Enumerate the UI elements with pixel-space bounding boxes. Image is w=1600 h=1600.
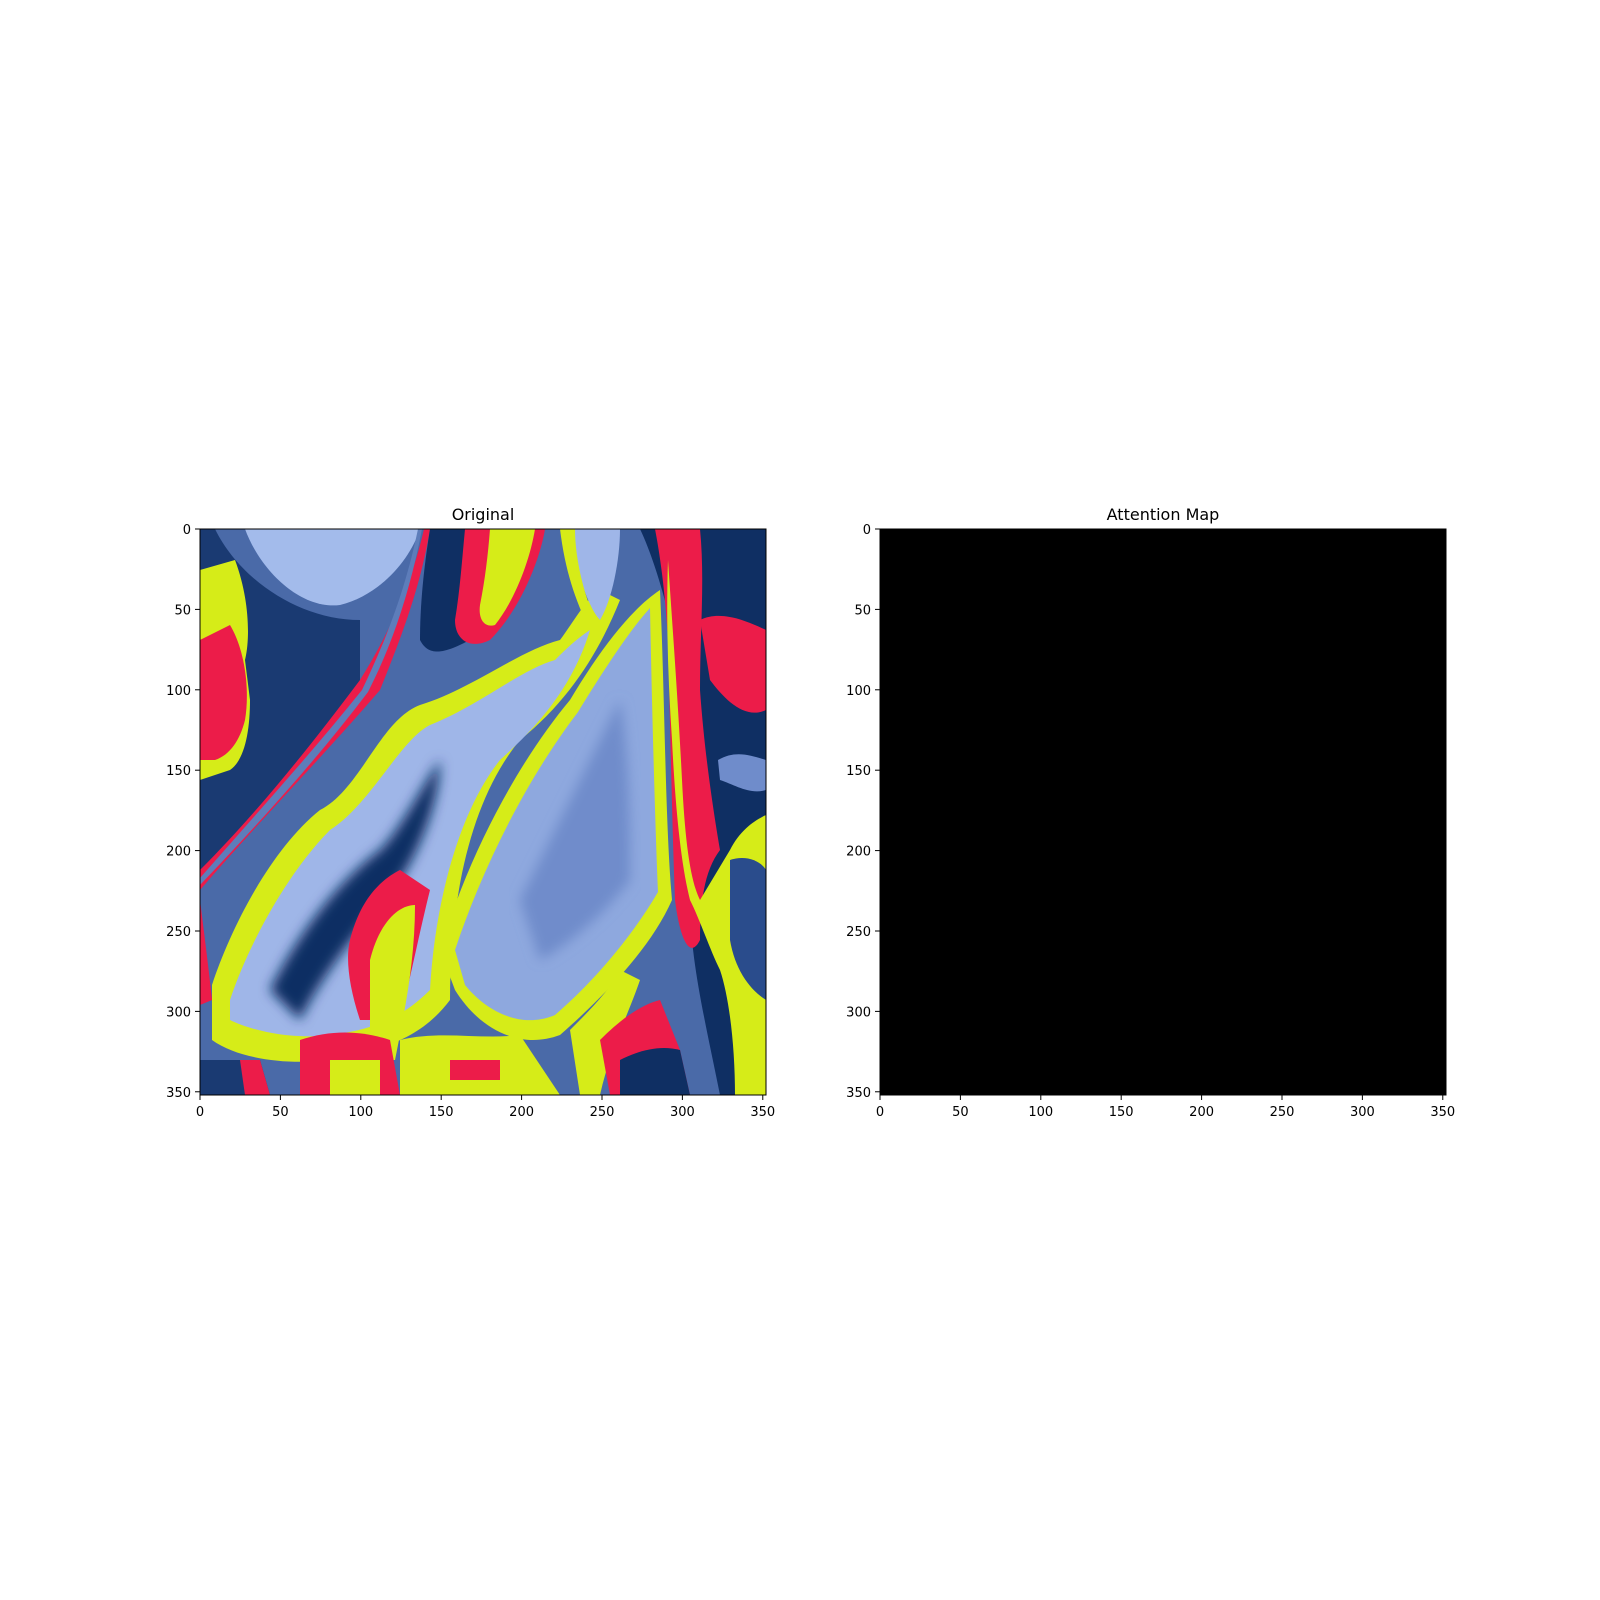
x-tick-label: 300 (1350, 1105, 1375, 1120)
x-tick-label: 150 (1109, 1105, 1134, 1120)
attention-y-axis: 0 50 100 150 200 250 300 350 (846, 523, 880, 1101)
x-tick-label: 200 (509, 1105, 534, 1120)
original-x-axis: 0 50 100 150 200 250 300 350 (196, 1095, 775, 1120)
y-tick-label: 300 (846, 1005, 871, 1020)
x-tick-label: 0 (196, 1105, 204, 1120)
x-tick-label: 50 (272, 1105, 289, 1120)
attention-frame (879, 528, 1447, 1096)
panel-title-attention-map: Attention Map (1107, 505, 1220, 524)
original-y-axis: 0 50 100 150 200 250 300 350 (166, 523, 200, 1101)
y-tick-label: 350 (166, 1086, 191, 1101)
x-tick-label: 350 (750, 1105, 775, 1120)
y-tick-label: 300 (166, 1005, 191, 1020)
attention-x-axis: 0 50 100 150 200 250 300 350 (876, 1095, 1455, 1120)
y-tick-label: 200 (166, 845, 191, 860)
x-tick-label: 100 (348, 1105, 373, 1120)
y-tick-label: 200 (846, 845, 871, 860)
x-tick-label: 50 (952, 1105, 969, 1120)
x-tick-label: 250 (1270, 1105, 1295, 1120)
panel-original: Original (166, 505, 775, 1120)
y-tick-label: 250 (846, 925, 871, 940)
y-tick-label: 150 (166, 764, 191, 779)
y-tick-label: 250 (166, 925, 191, 940)
y-tick-label: 150 (846, 764, 871, 779)
y-tick-label: 350 (846, 1086, 871, 1101)
x-tick-label: 350 (1430, 1105, 1455, 1120)
y-tick-label: 50 (174, 603, 191, 618)
y-tick-label: 0 (183, 523, 191, 538)
attention-map-image (880, 529, 1446, 1095)
original-frame (199, 528, 767, 1096)
x-tick-label: 0 (876, 1105, 884, 1120)
x-tick-label: 200 (1189, 1105, 1214, 1120)
original-image (200, 529, 766, 1095)
x-tick-label: 300 (670, 1105, 695, 1120)
y-tick-label: 50 (854, 603, 871, 618)
x-tick-label: 250 (590, 1105, 615, 1120)
x-tick-label: 150 (429, 1105, 454, 1120)
x-tick-label: 100 (1028, 1105, 1053, 1120)
y-tick-label: 100 (166, 684, 191, 699)
panel-title-original: Original (452, 505, 515, 524)
y-tick-label: 0 (863, 523, 871, 538)
panel-attention-map: Attention Map 0 50 100 150 200 250 300 350 0 50 1… (846, 505, 1455, 1120)
y-tick-label: 100 (846, 684, 871, 699)
